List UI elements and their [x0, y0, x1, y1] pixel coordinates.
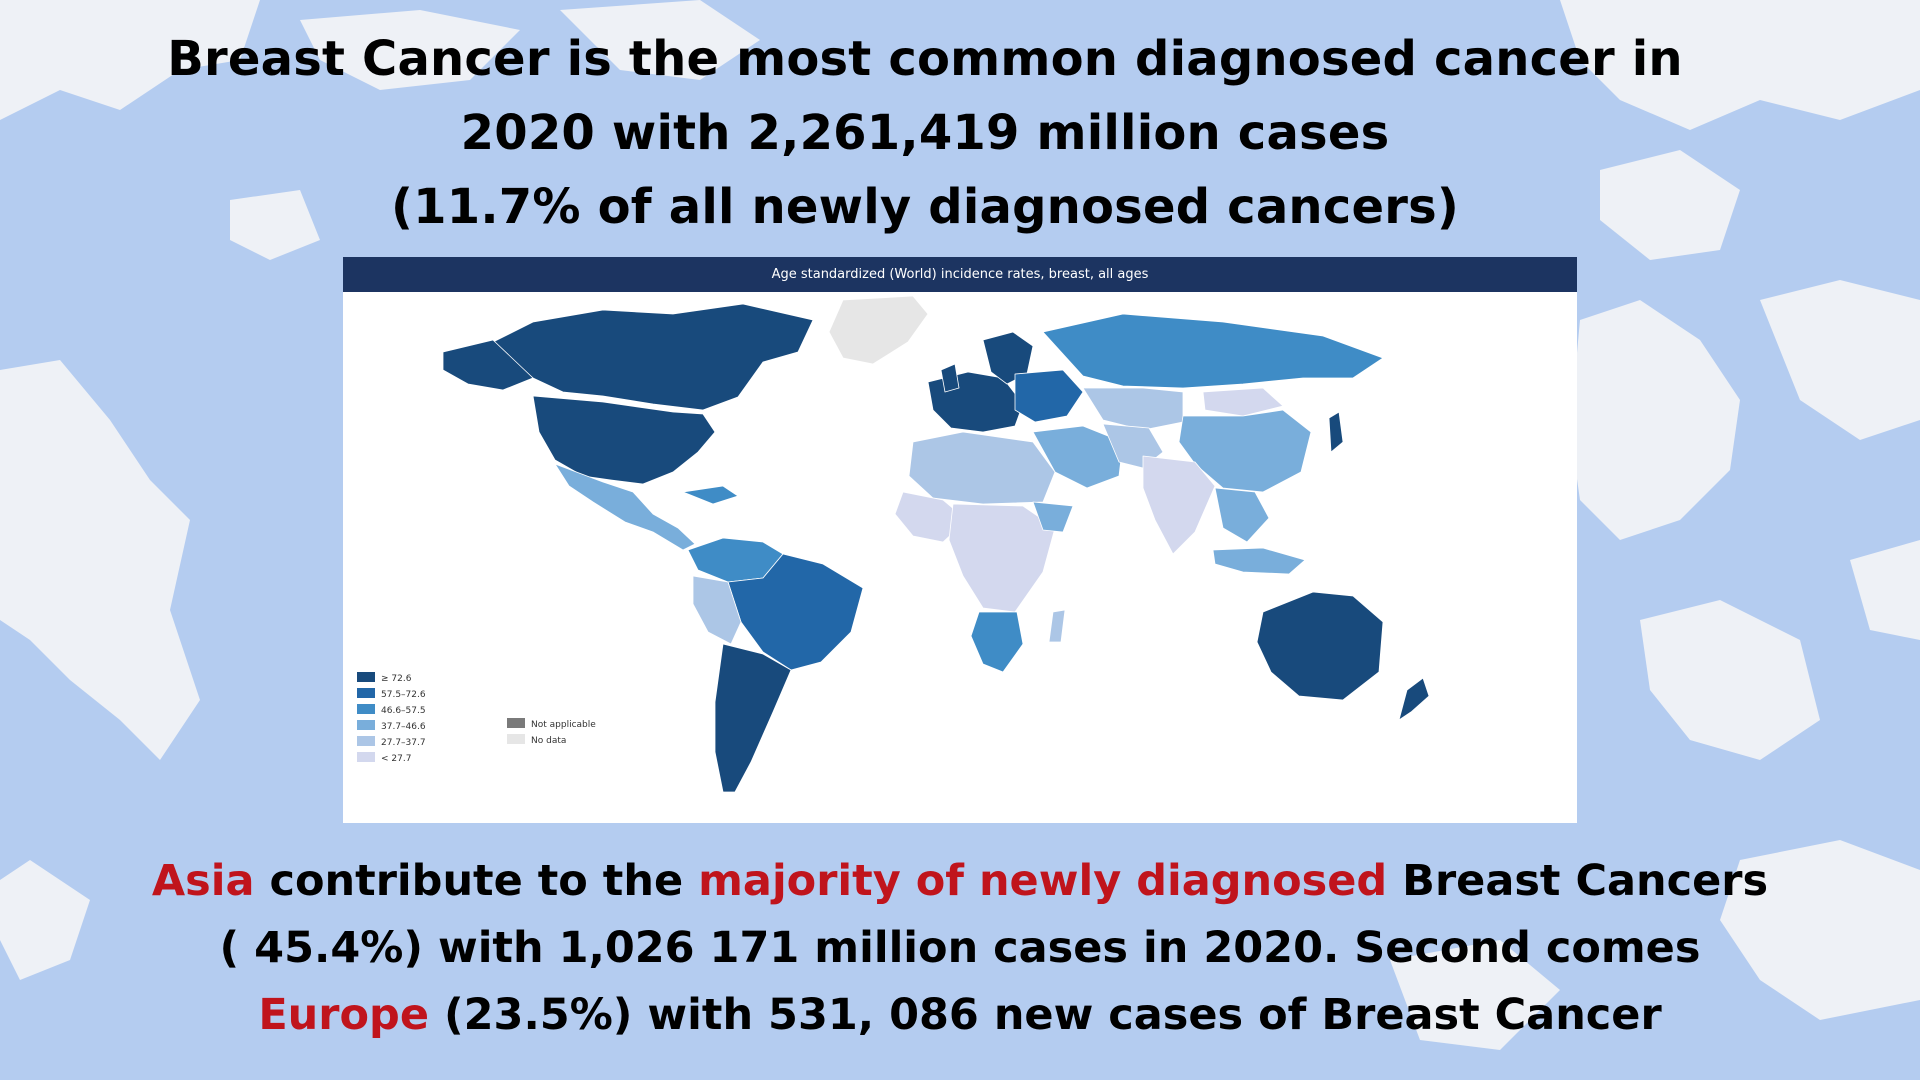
- region-west-africa: [894, 491, 968, 543]
- region-greenland: [828, 295, 929, 365]
- legend-item-label: 27.7–37.7: [381, 738, 426, 748]
- legend-extra-item-swatch: [507, 734, 525, 744]
- legend-item-5: < 27.7: [357, 752, 411, 764]
- legend-item-label: ≥ 72.6: [381, 674, 412, 684]
- summary-asia: Asia: [151, 856, 255, 906]
- legend-item-swatch: [357, 752, 375, 762]
- region-madagascar: [1048, 609, 1066, 643]
- region-caribbean: [682, 485, 739, 505]
- legend-extra-item-label: Not applicable: [531, 720, 596, 730]
- legend-item-label: 57.5–72.6: [381, 690, 426, 700]
- headline-line-3: (11.7% of all newly diagnosed cancers): [391, 179, 1459, 235]
- map-legend: ≥ 72.6 57.5–72.6 46.6–57.5 37.7–46.6 27.7–37…: [357, 672, 596, 764]
- choropleth-world-map: ≥ 72.6 57.5–72.6 46.6–57.5 37.7–46.6 27.7–37…: [357, 295, 1430, 793]
- legend-item-label: < 27.7: [381, 754, 411, 764]
- region-japan: [1328, 411, 1344, 453]
- region-brazil: [727, 553, 864, 671]
- region-central-asia: [1082, 387, 1184, 431]
- region-alaska: [442, 339, 534, 391]
- legend-item-2: 46.6–57.5: [357, 704, 426, 716]
- region-andes: [692, 575, 742, 645]
- summary-europe: Europe: [258, 990, 429, 1040]
- region-russia: [1042, 313, 1384, 389]
- region-uk: [940, 363, 960, 393]
- region-mexico: [554, 463, 696, 551]
- region-southern-africa: [970, 611, 1024, 673]
- summary-text-3: (23.5%) with 531, 086 new cases of Breas…: [429, 990, 1662, 1040]
- legend-item-1: 57.5–72.6: [357, 688, 426, 700]
- region-australia: [1256, 591, 1384, 701]
- legend-item-4: 27.7–37.7: [357, 736, 426, 748]
- legend-extra-item-1: No data: [507, 734, 566, 746]
- legend-item-swatch: [357, 736, 375, 746]
- region-horn-africa: [1032, 501, 1074, 533]
- summary-majority: majority of newly diagnosed: [698, 856, 1388, 906]
- legend-extra-item-swatch: [507, 718, 525, 728]
- legend-extra-item-label: No data: [531, 736, 566, 746]
- legend-item-swatch: [357, 688, 375, 698]
- incidence-map-panel: Age standardized (World) incidence rates…: [343, 257, 1577, 823]
- headline-line-2: 2020 with 2,261,419 million cases: [460, 105, 1390, 161]
- region-usa: [532, 395, 716, 485]
- region-mongolia: [1202, 387, 1284, 417]
- headline: Breast Cancer is the most common diagnos…: [160, 22, 1690, 244]
- map-title: Age standardized (World) incidence rates…: [343, 257, 1577, 292]
- region-canada: [492, 303, 814, 411]
- region-china: [1178, 409, 1312, 493]
- region-north-africa: [908, 431, 1056, 505]
- legend-item-0: ≥ 72.6: [357, 672, 412, 684]
- legend-extra-item-0: Not applicable: [507, 718, 596, 730]
- legend-item-swatch: [357, 720, 375, 730]
- region-eastern-europe: [1014, 369, 1084, 423]
- summary-text-2: Breast Cancers ( 45.4%) with 1,026 171 m…: [219, 856, 1769, 973]
- region-southeast-asia: [1214, 487, 1270, 543]
- summary-text-1: contribute to the: [254, 856, 699, 906]
- legend-item-label: 37.7–46.6: [381, 722, 426, 732]
- headline-line-1: Breast Cancer is the most common diagnos…: [167, 31, 1683, 87]
- legend-item-label: 46.6–57.5: [381, 706, 426, 716]
- summary-paragraph: Asia contribute to the majority of newly…: [150, 848, 1770, 1049]
- legend-item-3: 37.7–46.6: [357, 720, 426, 732]
- legend-item-swatch: [357, 704, 375, 714]
- region-new-zealand: [1398, 677, 1430, 721]
- legend-item-swatch: [357, 672, 375, 682]
- region-indonesia: [1212, 547, 1306, 575]
- region-india: [1142, 455, 1216, 555]
- region-southern-cone: [714, 643, 792, 793]
